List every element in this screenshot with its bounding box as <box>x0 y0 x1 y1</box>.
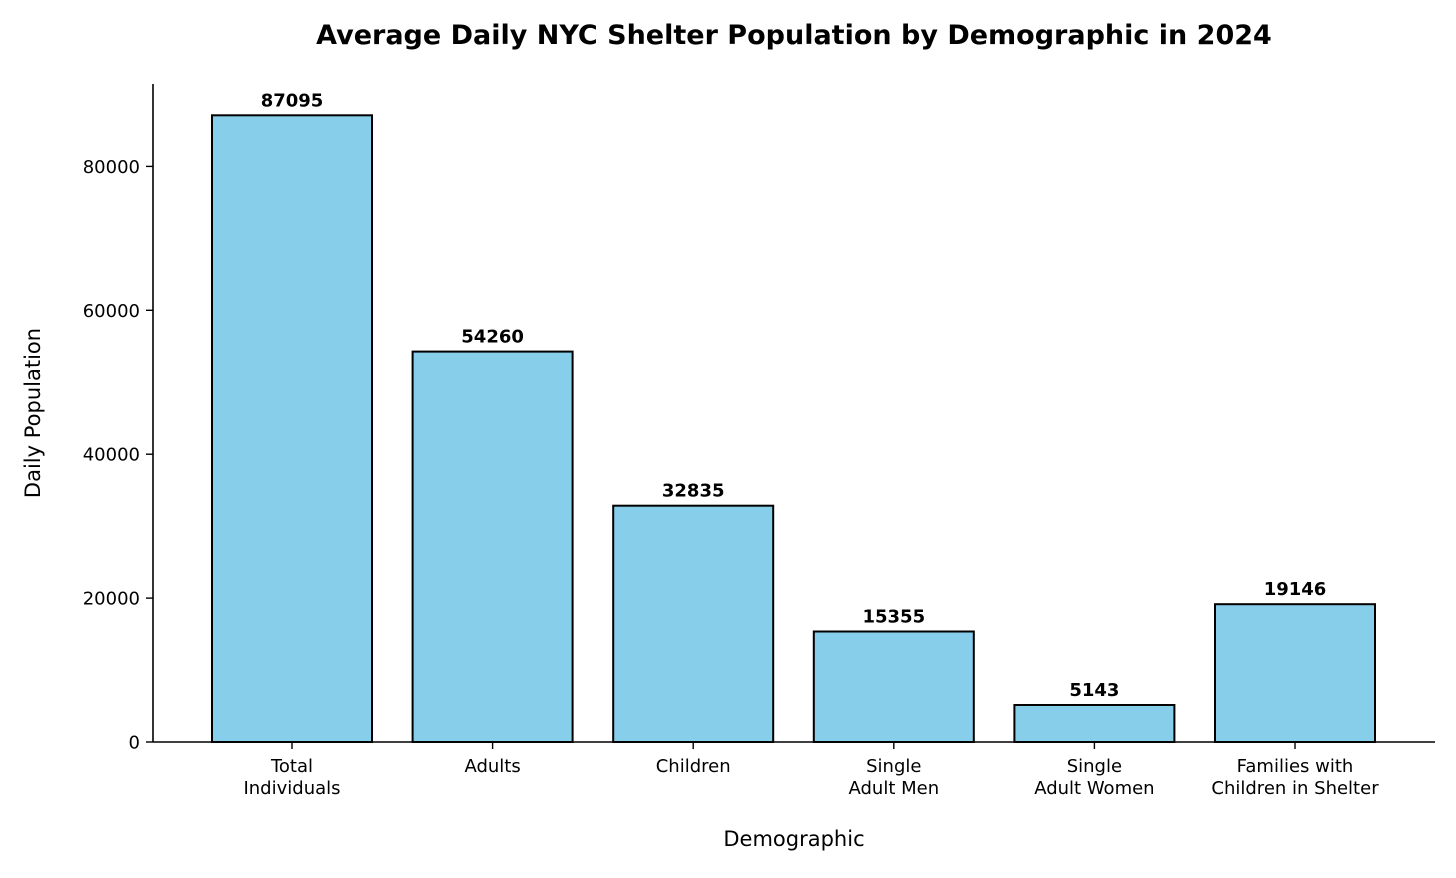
labels-group: 87095 54260 32835 15355 5143 19146 0 20000 40000… <box>83 90 1379 799</box>
y-axis-label: Daily Population <box>21 328 45 498</box>
x-tick-label: Single Adult Women <box>1034 756 1154 799</box>
bar <box>612 504 775 744</box>
bar-value-label: 19146 <box>1264 579 1327 600</box>
bar-value-label: 54260 <box>461 327 524 348</box>
x-tick-label-line: Total <box>270 756 313 777</box>
chart-title: Average Daily NYC Shelter Population by … <box>316 20 1272 51</box>
bar-value-label: 87095 <box>261 90 324 111</box>
x-tick-label: Total Individuals <box>243 756 340 799</box>
x-tick-label-line: Adult Men <box>848 778 939 799</box>
x-tick-label: Families with Children in Shelter <box>1211 756 1379 799</box>
x-tick-label-line: Families with <box>1237 756 1354 777</box>
bars-group <box>211 114 1376 744</box>
x-tick-label-line: Children <box>656 756 731 777</box>
x-axis-label: Demographic <box>723 827 864 851</box>
bar-value-label: 15355 <box>862 607 925 628</box>
y-tick-label: 0 <box>129 733 140 754</box>
x-tick-label-line: Single <box>866 756 921 777</box>
bar <box>812 630 975 743</box>
bar <box>211 114 373 744</box>
x-tick-label-line: Adults <box>464 756 520 777</box>
bar-value-label: 5143 <box>1069 680 1119 701</box>
y-tick-label: 40000 <box>83 445 140 466</box>
x-tick-label: Children <box>656 756 731 777</box>
x-tick-label-line: Children in Shelter <box>1211 778 1379 799</box>
x-tick-label-line: Individuals <box>243 778 340 799</box>
y-tick-label: 60000 <box>83 301 140 322</box>
bar-value-label: 32835 <box>662 481 725 502</box>
x-tick-label-line: Single <box>1067 756 1122 777</box>
x-tick-label-line: Adult Women <box>1034 778 1154 799</box>
axes-group <box>146 84 1435 749</box>
bar <box>1214 603 1376 744</box>
x-tick-label: Single Adult Men <box>848 756 939 799</box>
bar <box>411 350 574 743</box>
x-tick-label: Adults <box>464 756 520 777</box>
bar <box>1013 704 1176 743</box>
y-tick-label: 20000 <box>83 589 140 610</box>
y-tick-label: 80000 <box>83 157 140 178</box>
